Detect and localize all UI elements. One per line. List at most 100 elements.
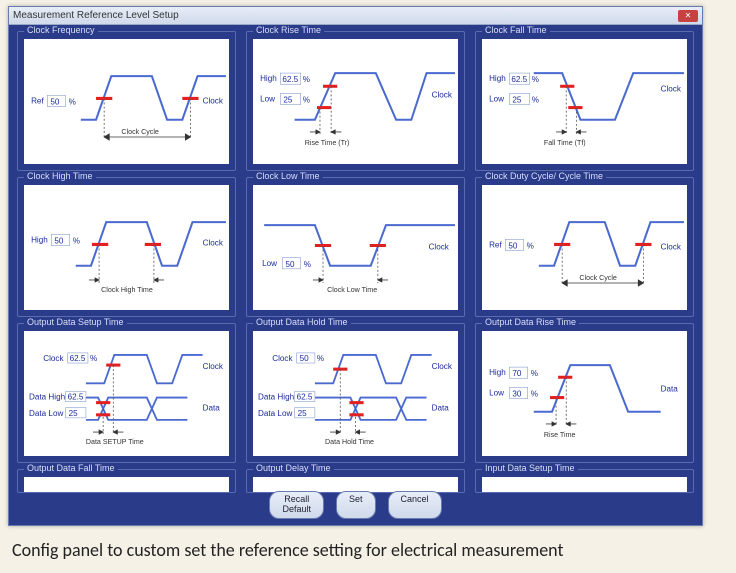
annotation: Clock Cycle (579, 274, 617, 282)
high-value: 50 (54, 236, 64, 245)
diagram-panel: High 70 % Low 30 % Rise (482, 331, 687, 456)
unit-label: % (69, 98, 76, 107)
low-label: Low (489, 95, 504, 104)
annotation: Clock High Time (101, 286, 153, 294)
svg-text:%: % (303, 75, 310, 84)
svg-text:62.5: 62.5 (68, 393, 84, 402)
group-output-data-fall: Output Data Fall Time (17, 469, 236, 493)
low-label: Low (260, 95, 275, 104)
group-output-delay: Output Delay Time (246, 469, 465, 493)
diagram-panel: Ref 50 % Clock Cycle Clock (482, 185, 687, 310)
signal-label: Clock (429, 243, 450, 252)
diagram-panel: Clock 62.5 % Data High 62.5 Data Low 25 (24, 331, 229, 456)
svg-text:Data: Data (203, 404, 221, 413)
high-label: High (489, 74, 506, 83)
diagram-panel: Low 50 % Clock Low Time Clock (253, 185, 458, 310)
high-value: 62.5 (282, 75, 298, 84)
group-title: Output Data Rise Time (482, 317, 579, 327)
signal-label: Clock (432, 90, 453, 99)
group-title: Clock Fall Time (482, 25, 550, 35)
data-low-label: Data Low (258, 409, 292, 418)
annotation: Data SETUP Time (86, 438, 144, 446)
figure-caption: Config panel to custom set the reference… (12, 539, 564, 561)
annotation: Fall Time (Tf) (544, 139, 586, 147)
ref-value: 50 (50, 98, 60, 107)
group-title: Output Data Setup Time (24, 317, 127, 327)
low-value: 50 (285, 260, 295, 269)
ref-value: 50 (508, 242, 518, 251)
high-label: High (489, 368, 506, 377)
diagram-panel: Clock 50 % Data High 62.5 Data Low 25 (253, 331, 458, 456)
low-value: 25 (283, 96, 293, 105)
cancel-button[interactable]: Cancel (388, 491, 442, 519)
svg-text:Data: Data (432, 404, 450, 413)
svg-text:%: % (531, 369, 538, 378)
diagram-panel: High 62.5 % Low 25 % Ris (253, 39, 458, 164)
clock-label: Clock (272, 354, 293, 363)
diagram-panel: Ref 50 % Clock Cycle Clock (24, 39, 229, 164)
group-input-data-setup: Input Data Setup Time (475, 469, 694, 493)
low-label: Low (262, 259, 277, 268)
svg-text:%: % (532, 96, 539, 105)
group-clock-low-time: Clock Low Time Low 50 % Cloc (246, 177, 465, 317)
svg-text:Clock: Clock (432, 362, 453, 371)
annotation: Rise Time (Tr) (305, 139, 350, 147)
group-clock-high-time: Clock High Time High 50 % Cl (17, 177, 236, 317)
close-icon[interactable]: ✕ (678, 10, 698, 22)
titlebar: Measurement Reference Level Setup ✕ (9, 7, 702, 25)
group-clock-duty-cycle: Clock Duty Cycle/ Cycle Time Ref 50 % Cl… (475, 177, 694, 317)
clock-value: 62.5 (70, 354, 86, 363)
clock-value: 50 (300, 354, 310, 363)
diagram-panel: High 50 % Clock High Time Clock (24, 185, 229, 310)
annotation: Data Hold Time (325, 438, 374, 446)
data-high-label: Data High (29, 393, 65, 402)
group-clock-fall-time: Clock Fall Time High 62.5 % Low 25 % (475, 31, 694, 171)
diagram-panel: High 62.5 % Low 25 % Fal (482, 39, 687, 164)
group-title: Input Data Setup Time (482, 463, 578, 473)
svg-text:%: % (304, 260, 311, 269)
signal-label: Clock (203, 97, 224, 106)
data-low-label: Data Low (29, 409, 63, 418)
low-value: 25 (512, 96, 522, 105)
dialog-window: Measurement Reference Level Setup ✕ Cloc… (8, 6, 703, 526)
high-label: High (31, 235, 48, 244)
signal-label: Clock (661, 84, 682, 93)
svg-text:%: % (527, 242, 534, 251)
svg-text:%: % (317, 354, 324, 363)
group-output-data-hold: Output Data Hold Time Clock 50 % Data Hi… (246, 323, 465, 463)
group-title: Output Data Fall Time (24, 463, 118, 473)
svg-text:%: % (532, 75, 539, 84)
clock-label: Clock (43, 354, 64, 363)
svg-text:62.5: 62.5 (297, 393, 313, 402)
button-row: Recall Default Set Cancel (9, 491, 702, 519)
set-button[interactable]: Set (336, 491, 376, 519)
group-title: Clock Duty Cycle/ Cycle Time (482, 171, 606, 181)
window-title: Measurement Reference Level Setup (13, 10, 179, 21)
svg-text:25: 25 (298, 409, 308, 418)
recall-default-button[interactable]: Recall Default (269, 491, 324, 519)
svg-text:%: % (303, 96, 310, 105)
svg-text:%: % (73, 236, 80, 245)
group-title: Clock High Time (24, 171, 96, 181)
high-value: 62.5 (511, 75, 527, 84)
content-area: Clock Frequency Ref 50 % Clock Cycle (9, 25, 702, 525)
annotation: Clock Cycle (121, 128, 159, 136)
signal-label: Clock (203, 238, 224, 247)
signal-label: Data (661, 384, 679, 393)
group-clock-rise-time: Clock Rise Time High 62.5 % Low 25 % (246, 31, 465, 171)
annotation: Clock Low Time (327, 286, 377, 294)
high-label: High (260, 74, 277, 83)
svg-text:Clock: Clock (203, 362, 224, 371)
group-output-data-setup: Output Data Setup Time Clock 62.5 % Data… (17, 323, 236, 463)
panel-grid: Clock Frequency Ref 50 % Clock Cycle (17, 31, 694, 493)
group-title: Clock Low Time (253, 171, 323, 181)
low-value: 30 (512, 390, 522, 399)
ref-label: Ref (31, 97, 44, 106)
svg-text:%: % (90, 354, 97, 363)
svg-text:%: % (531, 390, 538, 399)
group-title: Clock Frequency (24, 25, 98, 35)
data-high-label: Data High (258, 393, 294, 402)
low-label: Low (489, 389, 504, 398)
svg-text:25: 25 (69, 409, 79, 418)
signal-label: Clock (661, 243, 682, 252)
